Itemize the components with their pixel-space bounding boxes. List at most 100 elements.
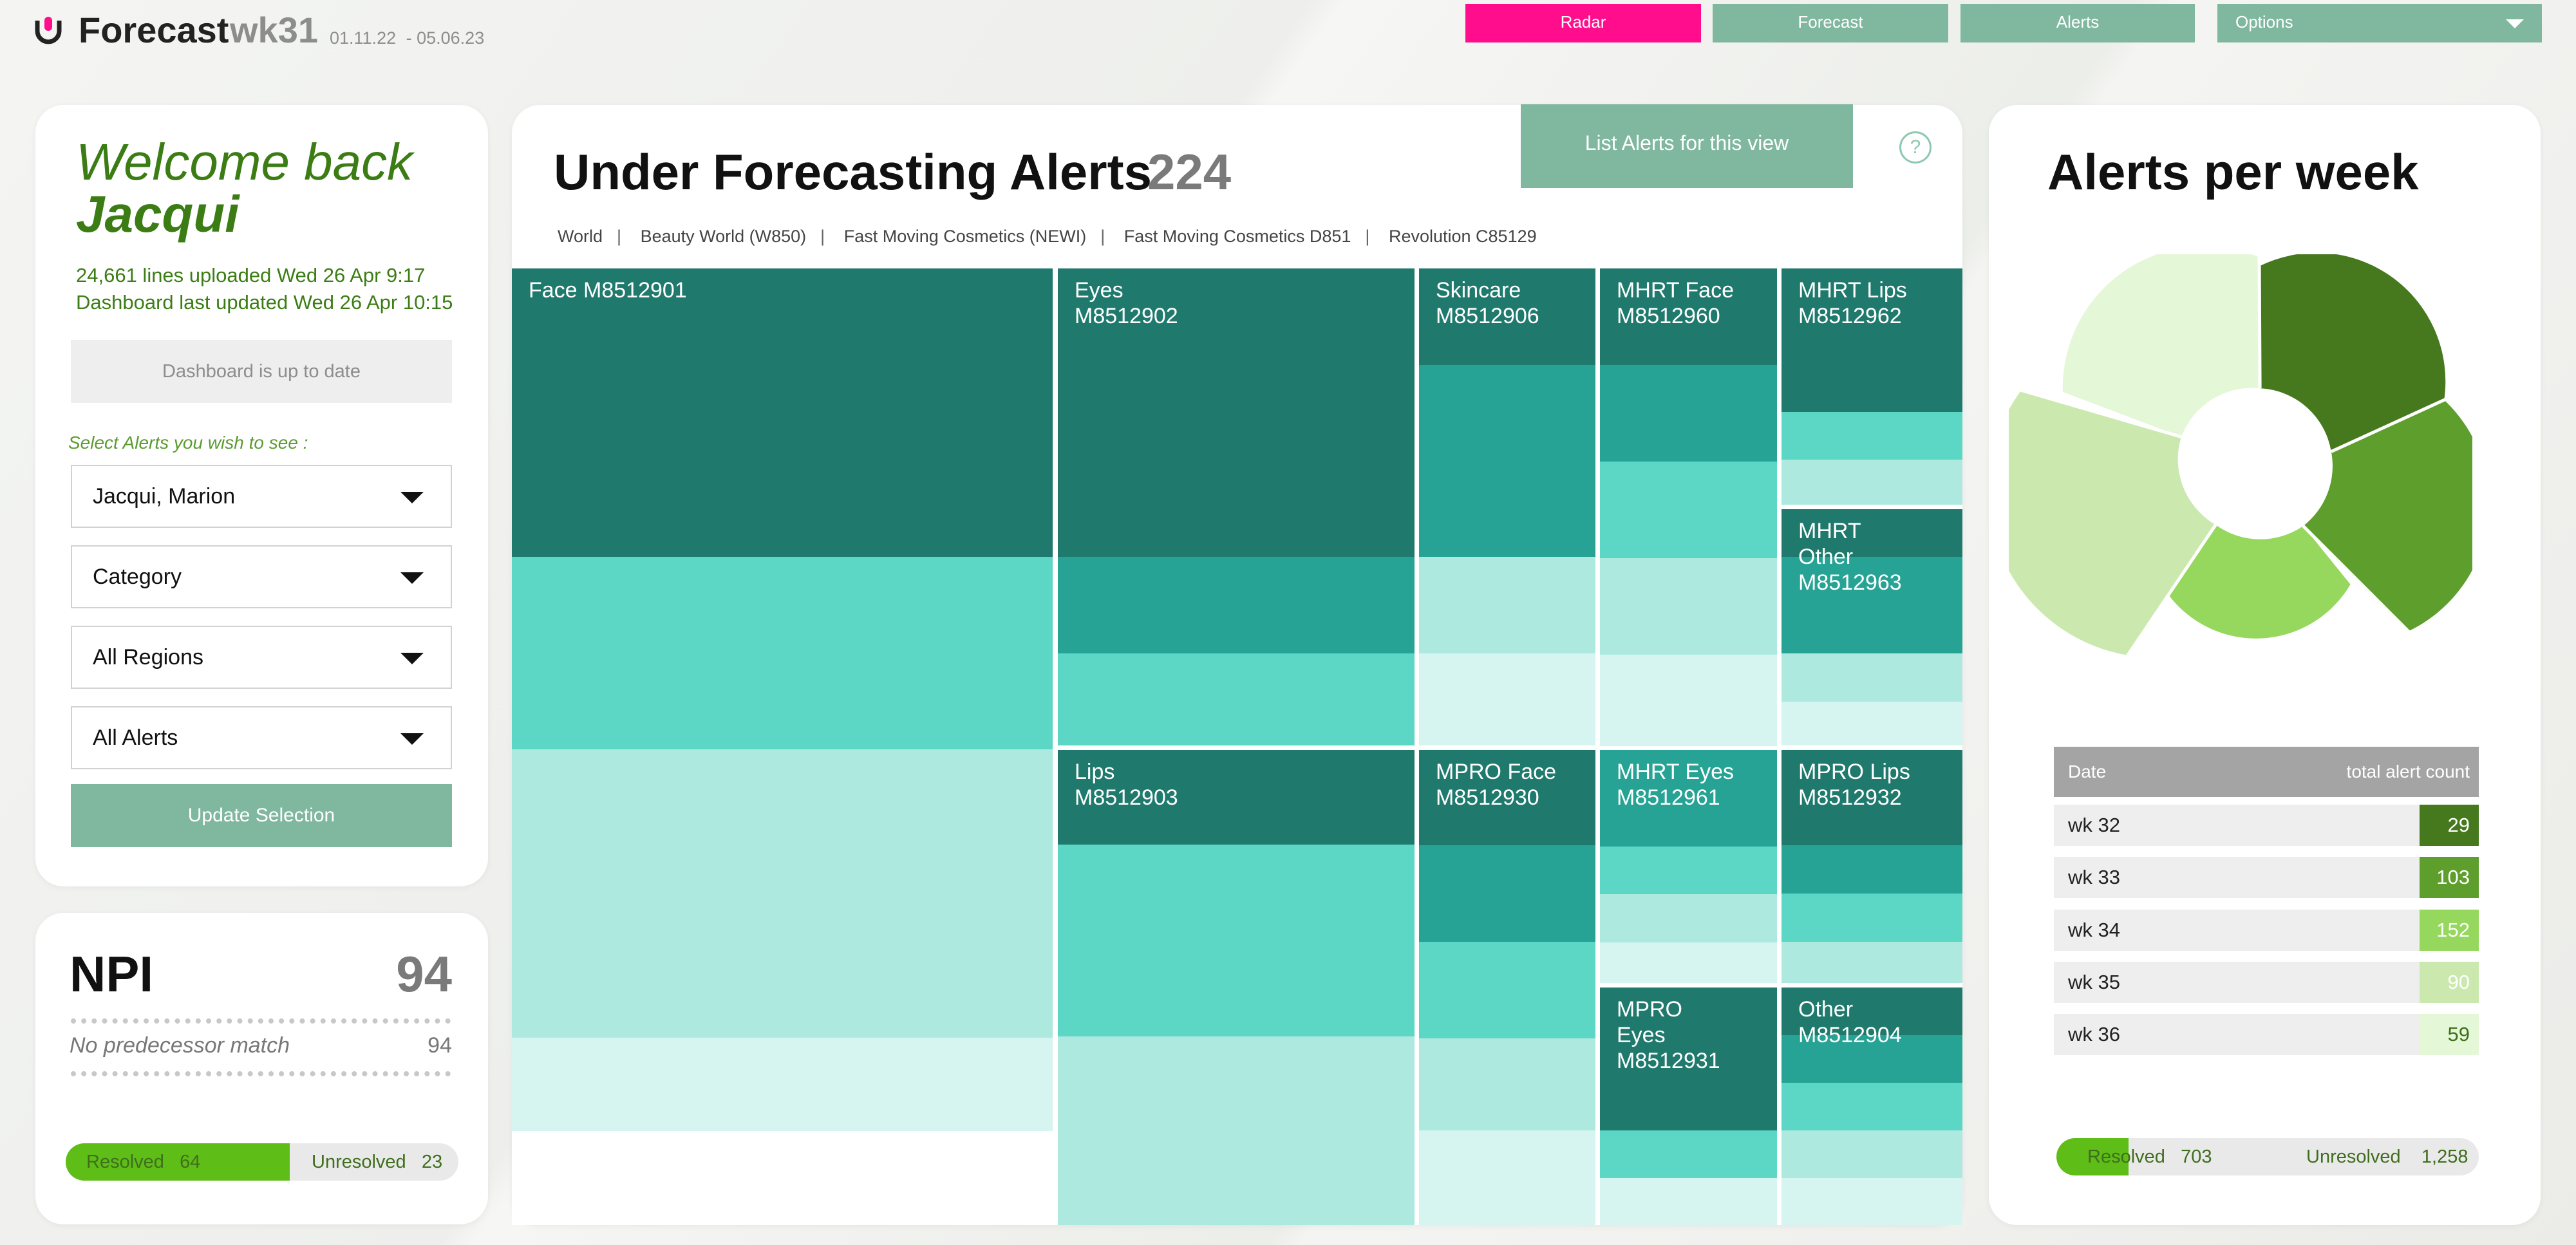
treemap-cell[interactable] <box>1419 268 1595 365</box>
treemap-cell[interactable] <box>1058 557 1415 653</box>
breadcrumb-fast-moving-newi[interactable]: Fast Moving Cosmetics (NEWI) <box>843 227 1087 246</box>
region-dropdown[interactable]: All Regions <box>71 626 452 689</box>
treemap-cell[interactable] <box>1782 988 1962 1035</box>
treemap-cell[interactable] <box>1600 462 1777 558</box>
alert-type-dropdown[interactable]: All Alerts <box>71 706 452 769</box>
treemap-cell[interactable] <box>1782 1130 1962 1178</box>
treemap-cell[interactable] <box>1600 847 1777 894</box>
breadcrumb-fast-moving-d851[interactable]: Fast Moving Cosmetics D851 <box>1123 227 1351 246</box>
treemap-cell[interactable] <box>1600 1130 1777 1178</box>
treemap-cell[interactable] <box>1419 365 1595 557</box>
treemap-tile-label: MPRO Eyes M8512931 <box>1617 997 1720 1074</box>
treemap-cell[interactable] <box>1782 1083 1962 1130</box>
table-row-wk33[interactable]: wk 33 103 <box>2054 857 2479 898</box>
treemap-cell[interactable] <box>1782 509 1962 557</box>
treemap-cell[interactable] <box>1058 653 1415 745</box>
treemap-cell[interactable] <box>512 749 1053 1038</box>
breadcrumb-beauty-world[interactable]: Beauty World (W850) <box>640 227 807 246</box>
donut-segment-wk32[interactable] <box>2259 254 2446 452</box>
alerts-resolution-bar: Resolved 703 Unresolved 1,258 <box>2056 1138 2479 1175</box>
date-range: 01.11.22 - 05.06.23 <box>330 28 484 48</box>
treemap-cell[interactable] <box>1782 1178 1962 1225</box>
breadcrumb-world[interactable]: World <box>558 227 603 246</box>
category-value: Category <box>93 565 182 589</box>
treemap-cell[interactable] <box>1058 268 1415 557</box>
treemap-tile-label: Face M8512901 <box>529 278 687 303</box>
treemap-cell[interactable] <box>1058 750 1415 845</box>
npi-resolved-text: Resolved 64 <box>86 1143 200 1181</box>
treemap-cell[interactable] <box>512 268 1053 557</box>
update-selection-button[interactable]: Update Selection <box>71 784 452 847</box>
nav-alerts-button[interactable]: Alerts <box>1960 4 2195 42</box>
treemap-cell[interactable] <box>1058 1036 1415 1225</box>
treemap-cell[interactable] <box>1419 1038 1595 1130</box>
alerts-resolved-fill <box>2056 1138 2129 1175</box>
alerts-per-week-title: Alerts per week <box>2047 144 2419 200</box>
treemap-cell[interactable] <box>1782 557 1962 653</box>
treemap-cell[interactable] <box>1058 845 1415 1036</box>
treemap-cell[interactable] <box>1419 653 1595 745</box>
treemap-cell[interactable] <box>1782 702 1962 745</box>
treemap-cell[interactable] <box>1782 942 1962 983</box>
treemap-cell[interactable] <box>512 557 1053 653</box>
treemap-cell[interactable] <box>1782 1035 1962 1083</box>
treemap-cell[interactable] <box>1600 894 1777 942</box>
help-icon[interactable]: ? <box>1899 131 1932 164</box>
alerts-unresolved-value: 1,258 <box>2421 1147 2468 1167</box>
treemap-cell[interactable] <box>1419 845 1595 942</box>
treemap-cell[interactable] <box>1782 653 1962 702</box>
category-dropdown[interactable]: Category <box>71 545 452 608</box>
user-filter-dropdown[interactable]: Jacqui, Marion <box>71 465 452 528</box>
alerts-resolved-text: Resolved 703 <box>2087 1138 2212 1175</box>
treemap-cell[interactable] <box>1419 557 1595 653</box>
treemap-cell[interactable] <box>1782 750 1962 845</box>
treemap-tile-label: MHRT Eyes M8512961 <box>1617 760 1735 810</box>
dashboard-status: Dashboard is up to date <box>71 340 452 403</box>
npi-resolved-value: 64 <box>180 1152 201 1172</box>
table-row-wk36[interactable]: wk 36 59 <box>2054 1014 2479 1055</box>
nav-forecast-button[interactable]: Forecast <box>1713 4 1948 42</box>
treemap-cell[interactable] <box>1782 894 1962 942</box>
chevron-down-icon <box>400 492 424 503</box>
options-dropdown[interactable]: Options <box>2217 4 2542 42</box>
treemap-tile-label: MHRT Lips M8512962 <box>1798 278 1907 329</box>
alerts-count: 224 <box>1147 144 1232 200</box>
donut-segment-wk33[interactable] <box>2303 400 2472 632</box>
donut-segment-wk35[interactable] <box>2009 390 2216 655</box>
table-row-wk35[interactable]: wk 35 90 <box>2054 962 2479 1003</box>
list-alerts-button[interactable]: List Alerts for this view <box>1521 104 1853 188</box>
treemap-cell[interactable] <box>1419 1130 1595 1225</box>
row-week: wk 34 <box>2068 919 2120 941</box>
user-name: Jacqui <box>76 185 240 243</box>
table-row-wk32[interactable]: wk 32 29 <box>2054 805 2479 846</box>
treemap-cell[interactable] <box>1600 942 1777 983</box>
alerts-resolved-label: Resolved <box>2087 1147 2165 1167</box>
treemap-cell[interactable] <box>1782 412 1962 460</box>
user-filter-value: Jacqui, Marion <box>93 484 236 509</box>
treemap-cell[interactable] <box>512 1038 1053 1131</box>
treemap-cell[interactable] <box>1600 988 1777 1130</box>
treemap-cell[interactable] <box>1600 268 1777 365</box>
nav-radar-button[interactable]: Radar <box>1465 4 1701 42</box>
treemap-cell[interactable] <box>1600 558 1777 655</box>
treemap-cell[interactable] <box>1600 365 1777 462</box>
npi-unresolved-value: 23 <box>421 1152 443 1172</box>
breadcrumb-revolution[interactable]: Revolution C85129 <box>1388 227 1537 246</box>
treemap-tile-label: MPRO Face M8512930 <box>1436 760 1557 810</box>
treemap-cell[interactable] <box>1782 460 1962 505</box>
treemap-cell[interactable] <box>1782 845 1962 894</box>
donut-segment-wk34[interactable] <box>2163 525 2351 639</box>
treemap-cell[interactable] <box>1600 1178 1777 1225</box>
treemap-cell[interactable] <box>1419 750 1595 845</box>
date-end: - 05.06.23 <box>406 28 485 48</box>
treemap-cell[interactable] <box>1600 655 1777 746</box>
table-row-wk34[interactable]: wk 34 152 <box>2054 910 2479 951</box>
donut-segment-wk36[interactable] <box>2062 254 2261 437</box>
treemap-cell[interactable] <box>1600 750 1777 847</box>
treemap-cell[interactable] <box>1782 268 1962 412</box>
treemap-cell[interactable] <box>512 653 1053 749</box>
row-count: 29 <box>2420 805 2479 846</box>
treemap-cell[interactable] <box>1419 942 1595 1038</box>
npi-unresolved-label: Unresolved <box>312 1152 406 1172</box>
chevron-down-icon <box>400 653 424 664</box>
